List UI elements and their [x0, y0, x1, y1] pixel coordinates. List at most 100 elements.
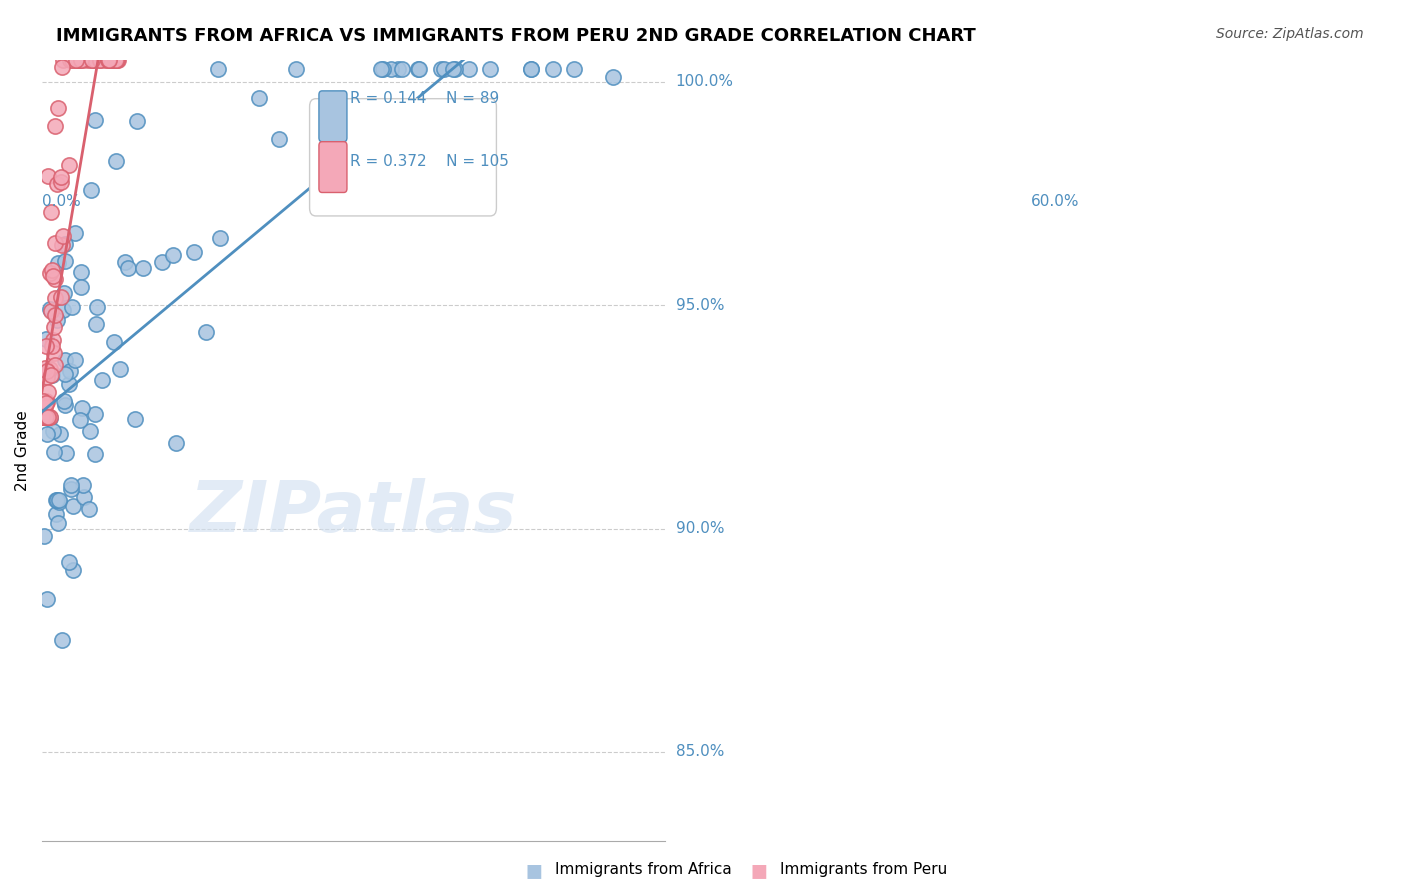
Point — [41, 339, 63, 353]
Point — [60, 477, 83, 491]
Point — [44, 119, 66, 133]
Point — [34, 409, 56, 424]
Point — [408, 62, 430, 76]
Point — [53, 286, 76, 301]
Text: R = 0.144    N = 89: R = 0.144 N = 89 — [350, 91, 499, 106]
Point — [52, 53, 75, 67]
Point — [93, 53, 115, 67]
FancyBboxPatch shape — [319, 91, 347, 142]
Point — [46, 177, 69, 191]
Point — [62, 499, 84, 513]
Text: R = 0.372    N = 105: R = 0.372 N = 105 — [350, 153, 509, 169]
Point — [31, 409, 53, 424]
Point — [52, 302, 75, 317]
Point — [247, 91, 270, 105]
Point — [37, 409, 59, 424]
Point — [284, 62, 307, 76]
Point — [67, 53, 90, 67]
Point — [65, 53, 87, 67]
Point — [32, 409, 55, 424]
Point — [80, 182, 103, 196]
Point — [124, 412, 146, 426]
Point — [72, 53, 94, 67]
Point — [82, 53, 104, 67]
Point — [32, 409, 55, 424]
Point — [103, 334, 125, 349]
Point — [34, 396, 56, 410]
Point — [46, 493, 69, 508]
FancyBboxPatch shape — [319, 142, 347, 193]
FancyBboxPatch shape — [309, 99, 496, 216]
Point — [110, 362, 132, 376]
Text: 100.0%: 100.0% — [676, 74, 734, 89]
Point — [70, 280, 93, 294]
Point — [44, 358, 66, 372]
Point — [41, 262, 63, 277]
Point — [105, 53, 128, 67]
Point — [76, 53, 98, 67]
Point — [433, 62, 456, 76]
Point — [31, 409, 53, 424]
Point — [31, 409, 53, 424]
Point — [37, 409, 59, 424]
Point — [52, 229, 75, 244]
Point — [98, 53, 121, 67]
Point — [79, 424, 101, 438]
Point — [32, 409, 55, 424]
Point — [34, 409, 56, 424]
Point — [53, 367, 76, 381]
Point — [38, 409, 60, 424]
Point — [79, 502, 101, 516]
Point — [63, 226, 86, 240]
Point — [104, 53, 127, 67]
Point — [35, 339, 58, 353]
Point — [31, 409, 53, 424]
Point — [35, 364, 58, 378]
Point — [53, 353, 76, 368]
Point — [42, 445, 65, 459]
Point — [105, 154, 128, 169]
Point — [42, 268, 65, 283]
Point — [82, 53, 104, 67]
Point — [44, 309, 66, 323]
Point — [39, 205, 62, 219]
Point — [406, 62, 429, 76]
Point — [31, 409, 53, 424]
Text: Immigrants from Africa: Immigrants from Africa — [555, 863, 733, 877]
Point — [39, 266, 62, 280]
Point — [370, 62, 392, 76]
Point — [62, 563, 84, 577]
Point — [34, 409, 56, 424]
Point — [541, 62, 564, 76]
Text: 85.0%: 85.0% — [676, 745, 724, 759]
Point — [34, 400, 56, 414]
Point — [58, 158, 80, 172]
Point — [48, 101, 70, 115]
Point — [441, 62, 464, 76]
Point — [125, 113, 148, 128]
Text: ▪: ▪ — [524, 855, 544, 884]
Point — [42, 346, 65, 360]
Point — [51, 60, 73, 74]
Point — [37, 384, 59, 399]
Text: 95.0%: 95.0% — [676, 298, 724, 313]
Text: 0.0%: 0.0% — [42, 194, 80, 209]
Point — [83, 447, 105, 461]
Point — [31, 409, 53, 424]
Point — [83, 53, 105, 67]
Point — [35, 409, 58, 424]
Point — [60, 300, 83, 314]
Point — [101, 53, 124, 67]
Point — [35, 592, 58, 607]
Text: ▪: ▪ — [749, 855, 769, 884]
Point — [59, 53, 82, 67]
Point — [39, 368, 62, 382]
Point — [49, 426, 72, 441]
Point — [60, 53, 83, 67]
Point — [391, 62, 413, 76]
Point — [53, 393, 76, 408]
Point — [63, 352, 86, 367]
Text: Immigrants from Peru: Immigrants from Peru — [780, 863, 948, 877]
Point — [72, 401, 94, 415]
Point — [35, 409, 58, 424]
